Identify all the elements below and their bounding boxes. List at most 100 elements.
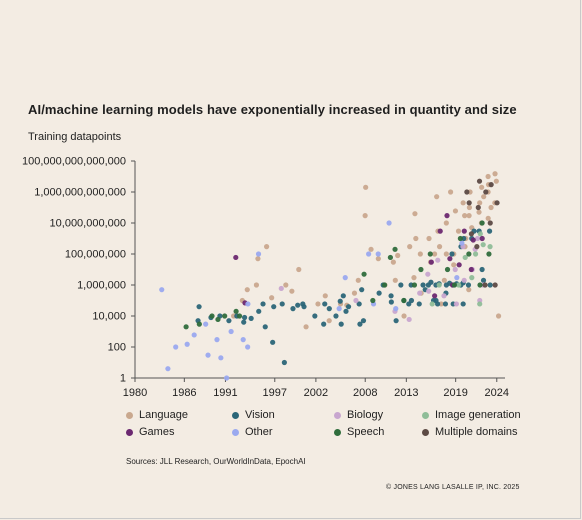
- data-point: [426, 235, 432, 242]
- data-point: [417, 251, 423, 257]
- data-point: [345, 304, 352, 310]
- data-point: [479, 266, 485, 273]
- data-point: [393, 318, 399, 324]
- data-point: [462, 213, 468, 219]
- data-point: [438, 301, 444, 307]
- legend-label: Vision: [245, 409, 275, 421]
- data-point: [442, 301, 449, 307]
- data-point: [253, 282, 260, 288]
- data-point: [386, 220, 392, 226]
- data-point: [233, 254, 239, 261]
- legend-item: Other: [232, 426, 273, 438]
- legend-marker: [232, 428, 239, 436]
- data-point: [407, 244, 413, 250]
- data-point: [475, 204, 481, 211]
- data-point: [406, 316, 412, 323]
- x-tick-label: 1980: [123, 387, 147, 399]
- data-point: [460, 301, 466, 307]
- data-point: [477, 231, 483, 237]
- data-point: [492, 171, 498, 177]
- data-point: [357, 321, 363, 327]
- data-point: [322, 293, 328, 299]
- data-point: [159, 287, 165, 293]
- legend-label: Image generation: [435, 409, 521, 421]
- data-point: [401, 297, 407, 304]
- data-point: [355, 277, 361, 283]
- data-point: [411, 275, 417, 281]
- x-tick-label: 2024: [485, 387, 509, 399]
- data-point: [388, 293, 394, 299]
- legend-label: Games: [139, 426, 175, 438]
- data-point: [224, 375, 230, 381]
- data-point: [301, 304, 307, 310]
- data-point: [356, 301, 362, 307]
- y-axis-label: Training datapoints: [28, 131, 122, 143]
- data-point: [487, 244, 493, 250]
- data-point: [393, 306, 399, 312]
- data-point: [470, 237, 476, 243]
- data-point: [436, 244, 443, 250]
- data-point: [248, 315, 254, 322]
- data-point: [222, 313, 228, 319]
- data-point: [431, 251, 438, 257]
- y-tick-label: 1,000,000,000,000: [34, 187, 126, 199]
- data-point: [270, 339, 276, 345]
- legend-item: Image generation: [422, 409, 521, 421]
- data-point: [338, 321, 344, 327]
- legend-label: Biology: [347, 409, 384, 421]
- legend-label: Other: [245, 426, 273, 438]
- legend-marker: [334, 411, 341, 419]
- data-point: [165, 366, 171, 372]
- data-point: [241, 319, 247, 325]
- data-point: [418, 266, 424, 273]
- data-point: [443, 220, 449, 226]
- data-point: [480, 242, 486, 248]
- data-point: [392, 277, 398, 283]
- data-point: [444, 266, 451, 273]
- data-point: [214, 337, 220, 343]
- data-point: [481, 194, 487, 200]
- legend-marker: [422, 428, 429, 436]
- data-point: [390, 259, 396, 265]
- data-point: [461, 277, 467, 283]
- data-point: [492, 282, 498, 288]
- data-point: [432, 293, 438, 299]
- legend-item: Language: [126, 409, 188, 421]
- data-point: [486, 228, 493, 234]
- data-point: [353, 297, 359, 304]
- data-point: [209, 313, 215, 319]
- data-point: [336, 306, 342, 312]
- data-point: [269, 295, 275, 301]
- data-point: [485, 173, 491, 180]
- data-point: [359, 287, 365, 293]
- data-point: [245, 344, 251, 350]
- data-point: [241, 314, 248, 321]
- data-point: [479, 184, 485, 190]
- x-tick-label: 2008: [353, 387, 377, 399]
- data-point: [451, 282, 458, 288]
- data-point: [444, 213, 450, 219]
- data-point: [436, 282, 442, 288]
- data-point: [417, 290, 423, 296]
- data-point: [479, 220, 485, 226]
- y-tick-label: 1,000,000: [77, 280, 126, 292]
- data-point: [477, 301, 483, 307]
- x-tick-label: 2013: [394, 387, 418, 399]
- data-point: [457, 235, 463, 242]
- data-point: [447, 189, 454, 195]
- legend-marker: [334, 428, 341, 436]
- data-point: [435, 257, 441, 263]
- x-tick-label: 1997: [263, 387, 287, 399]
- y-tick-label: 100,000,000: [65, 249, 126, 261]
- legend-label: Speech: [347, 426, 385, 438]
- chart-title: AI/machine learning models have exponent…: [28, 102, 517, 117]
- y-tick-label: 100,000,000,000,000: [22, 156, 126, 168]
- data-point: [466, 251, 472, 257]
- legend-marker: [232, 411, 239, 419]
- data-point: [420, 282, 426, 288]
- data-point: [215, 316, 221, 323]
- data-point: [321, 321, 327, 327]
- data-point: [493, 178, 499, 184]
